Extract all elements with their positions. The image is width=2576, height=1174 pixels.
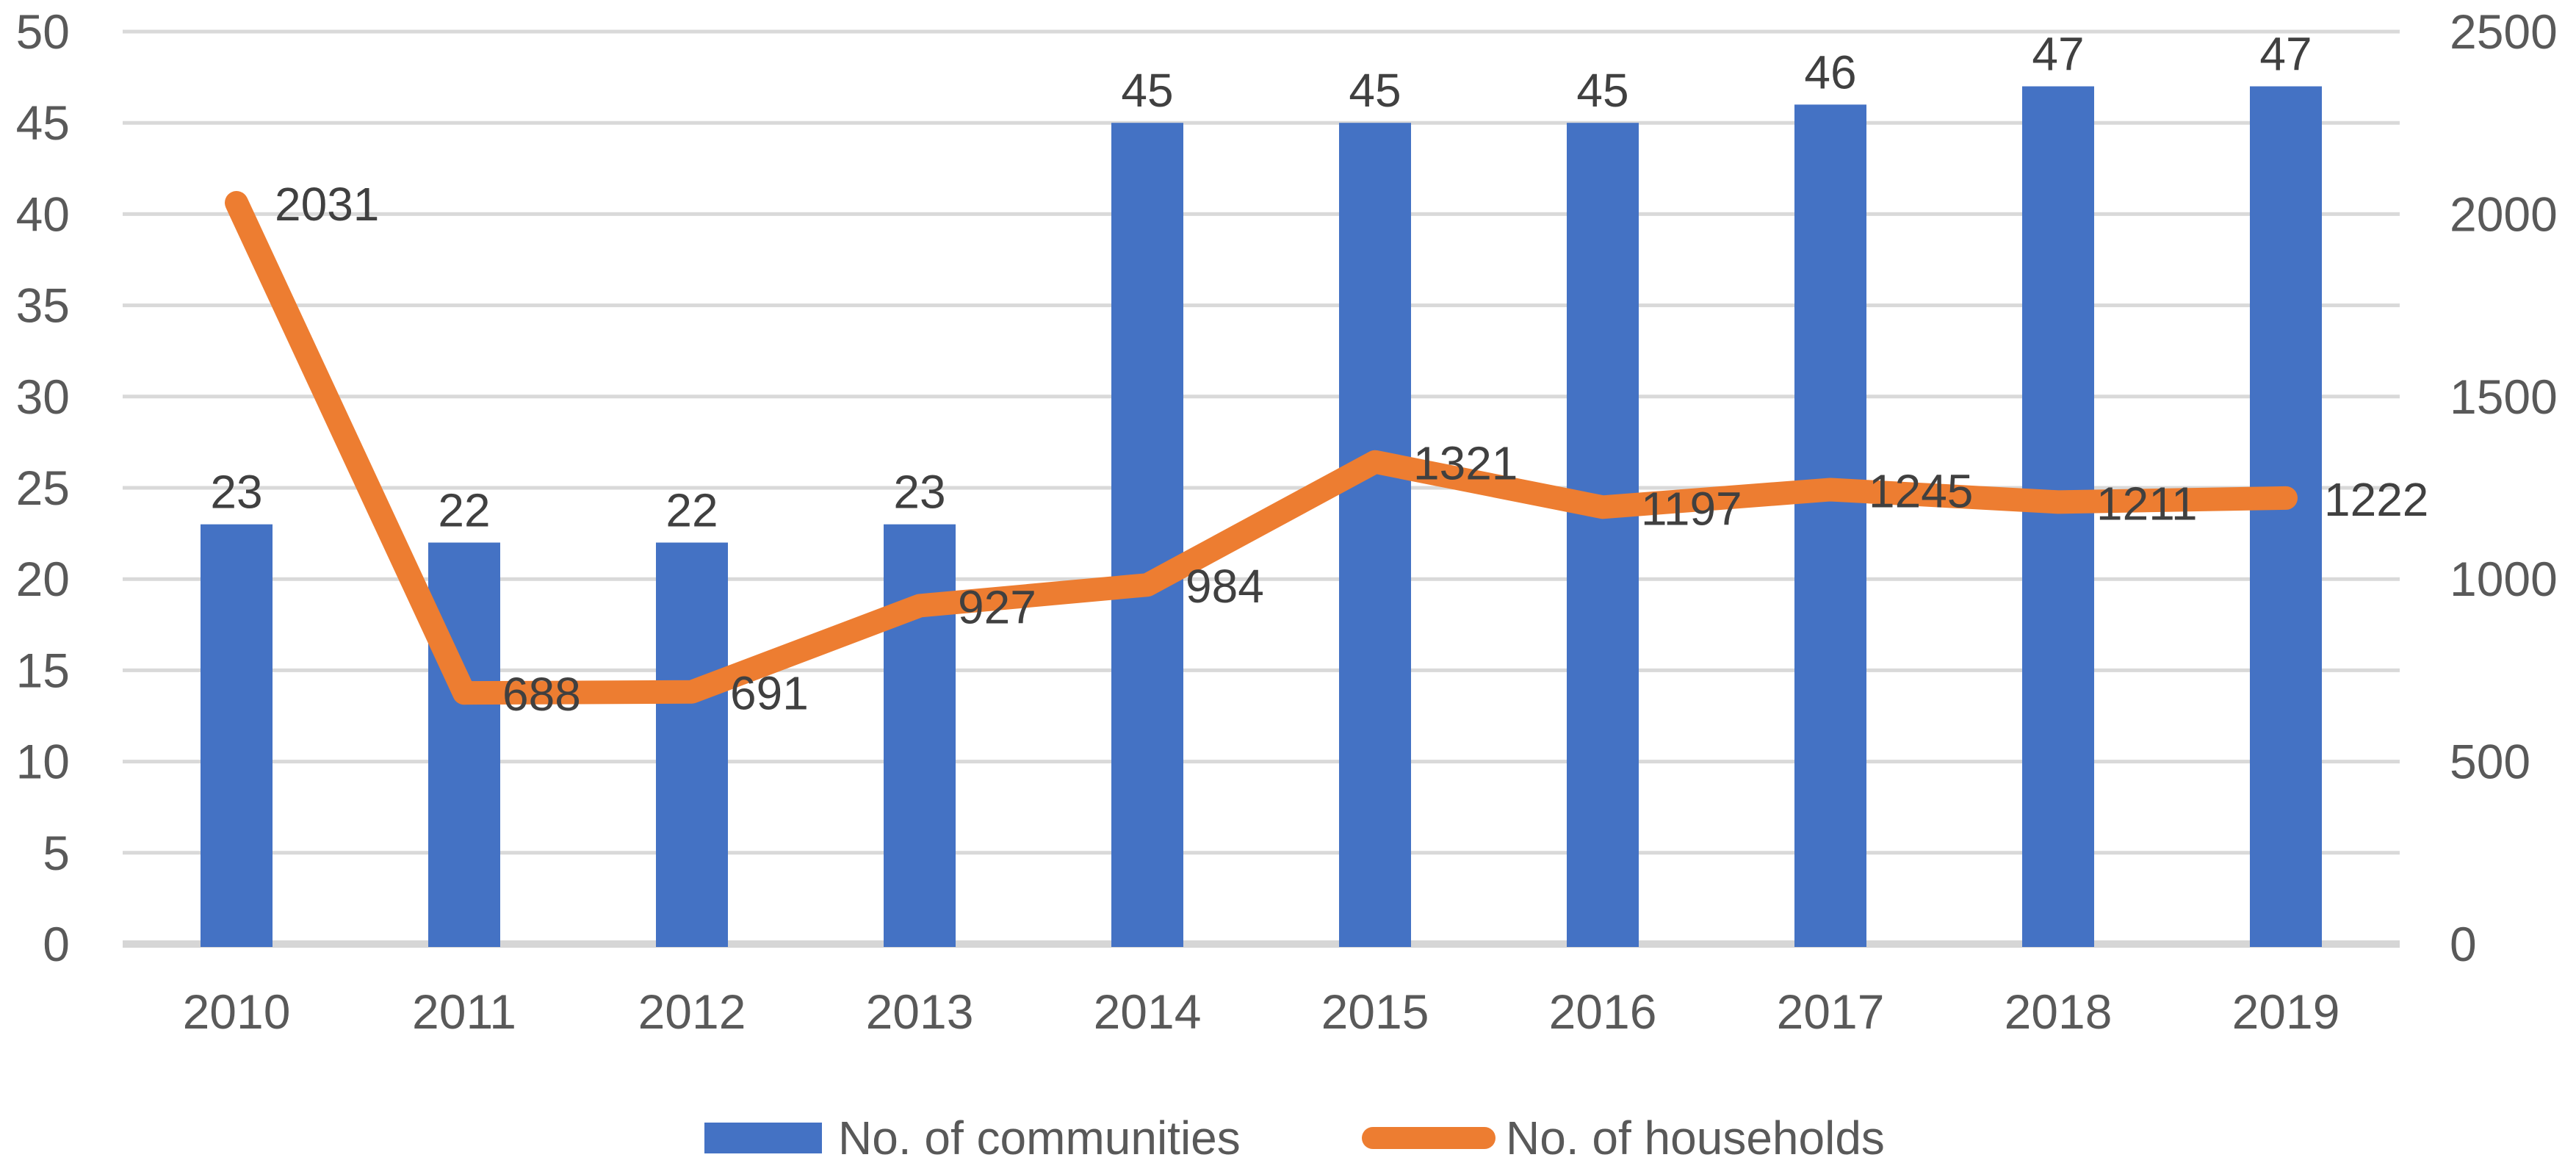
bar-label-2016: 45 xyxy=(1576,64,1628,117)
x-axis-label-2011: 2011 xyxy=(412,984,516,1039)
left-axis-tick: 5 xyxy=(43,826,70,880)
left-axis-tick: 45 xyxy=(16,96,70,150)
bar-2013[interactable] xyxy=(884,524,956,947)
bar-label-2018: 47 xyxy=(2032,28,2084,81)
right-axis-tick: 1500 xyxy=(2450,370,2558,424)
line-label-2016: 1197 xyxy=(1641,482,1742,535)
right-axis-tick: 2000 xyxy=(2450,187,2558,241)
bar-2017[interactable] xyxy=(1794,104,1866,948)
line-label-2013: 927 xyxy=(958,580,1036,633)
bar-2019[interactable] xyxy=(2250,86,2322,947)
right-axis-tick: 1000 xyxy=(2450,552,2558,606)
left-axis-tick: 35 xyxy=(16,278,70,333)
bar-label-2019: 47 xyxy=(2259,28,2312,81)
line-label-2018: 1211 xyxy=(2096,477,2198,530)
legend-item-communities[interactable]: No. of communities xyxy=(704,1102,1241,1174)
bar-2012[interactable] xyxy=(656,542,728,947)
bar-label-2011: 22 xyxy=(438,484,490,537)
bar-label-2014: 45 xyxy=(1121,64,1173,117)
left-axis-tick: 40 xyxy=(16,187,70,241)
bar-label-2013: 23 xyxy=(893,466,945,519)
bar-series-swatch xyxy=(704,1123,822,1153)
x-axis-label-2016: 2016 xyxy=(1549,984,1657,1039)
legend-label-communities: No. of communities xyxy=(838,1112,1241,1164)
bar-label-2017: 46 xyxy=(1804,46,1856,98)
x-axis-label-2019: 2019 xyxy=(2232,984,2340,1039)
line-label-2012: 691 xyxy=(730,667,809,720)
right-axis-tick: 2500 xyxy=(2450,4,2558,59)
line-label-2010: 2031 xyxy=(275,178,379,231)
bar-2010[interactable] xyxy=(201,524,273,947)
left-axis-tick: 50 xyxy=(16,4,70,59)
x-axis-label-2017: 2017 xyxy=(1777,984,1885,1039)
x-axis-label-2010: 2010 xyxy=(183,984,291,1039)
line-label-2011: 688 xyxy=(502,668,581,721)
bar-2011[interactable] xyxy=(428,542,500,947)
left-axis-tick: 10 xyxy=(16,735,70,789)
bar-2014[interactable] xyxy=(1111,123,1183,948)
bar-2016[interactable] xyxy=(1567,123,1639,948)
left-axis-tick: 0 xyxy=(43,917,70,971)
legend-label-households: No. of households xyxy=(1506,1112,1885,1164)
x-axis-label-2014: 2014 xyxy=(1094,984,1202,1039)
right-axis-tick: 0 xyxy=(2450,917,2477,971)
left-axis-tick: 15 xyxy=(16,643,70,697)
left-axis-tick: 20 xyxy=(16,552,70,606)
line-label-2017: 1245 xyxy=(1869,464,1973,517)
right-axis-tick: 500 xyxy=(2450,735,2530,789)
x-axis-label-2015: 2015 xyxy=(1321,984,1429,1039)
line-series-swatch xyxy=(1362,1127,1496,1149)
bar-label-2010: 23 xyxy=(210,466,262,519)
legend-item-households[interactable]: No. of households xyxy=(1362,1102,1885,1174)
left-axis-tick: 25 xyxy=(16,461,70,515)
bar-label-2012: 22 xyxy=(665,484,718,537)
x-axis-label-2013: 2013 xyxy=(866,984,974,1039)
x-axis-label-2018: 2018 xyxy=(2005,984,2113,1039)
households-line[interactable] xyxy=(225,190,2298,705)
line-label-2015: 1321 xyxy=(1413,437,1518,490)
x-axis-label-2012: 2012 xyxy=(638,984,746,1039)
bar-2018[interactable] xyxy=(2022,86,2094,947)
legend: No. of communities No. of households xyxy=(0,1102,2576,1174)
bar-label-2015: 45 xyxy=(1349,64,1401,117)
bar-2015[interactable] xyxy=(1339,123,1411,948)
line-label-2014: 984 xyxy=(1186,560,1264,613)
line-label-2019: 1222 xyxy=(2324,473,2428,526)
left-axis-tick: 30 xyxy=(16,370,70,424)
